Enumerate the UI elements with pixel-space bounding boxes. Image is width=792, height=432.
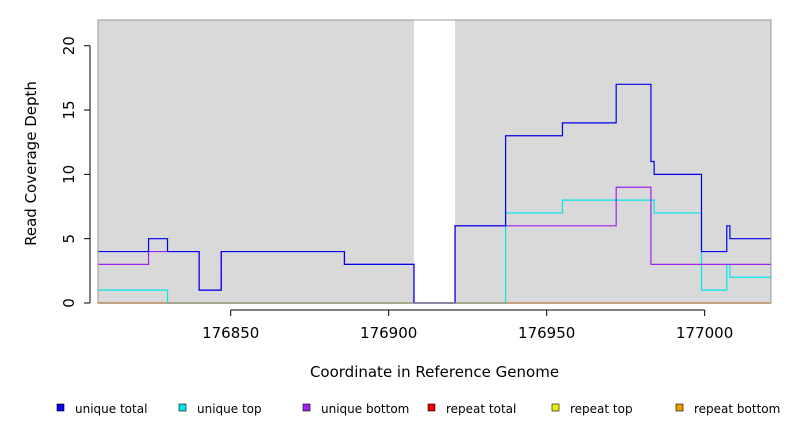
legend-swatch-repeat-bottom — [675, 403, 684, 412]
x-axis: 176850 176900 176950 177000 — [202, 309, 733, 342]
x-axis-title: Coordinate in Reference Genome — [310, 363, 559, 381]
x-tick-label: 176900 — [360, 324, 417, 342]
legend-swatch-unique-top — [178, 403, 187, 412]
shaded-regions — [98, 20, 771, 303]
y-tick-label: 20 — [60, 36, 78, 55]
legend-label-unique-total: unique total — [75, 402, 147, 416]
y-axis-title: Read Coverage Depth — [22, 81, 40, 246]
legend-label-repeat-bottom: repeat bottom — [694, 402, 780, 416]
series-line-unique-total — [98, 83, 771, 304]
y-tick-label: 5 — [60, 234, 78, 244]
y-axis: 0 5 10 15 20 — [60, 36, 91, 308]
x-tick-label: 177000 — [676, 324, 733, 342]
x-tick-label: 176950 — [518, 324, 575, 342]
legend-swatch-unique-bottom — [302, 403, 311, 412]
legend-swatch-repeat-top — [551, 403, 560, 412]
legend-label-repeat-total: repeat total — [446, 402, 516, 416]
y-tick-label: 15 — [60, 100, 78, 119]
legend-label-unique-top: unique top — [197, 402, 262, 416]
legend: unique total unique top unique bottom repea… — [56, 402, 780, 416]
shaded-region-2 — [455, 20, 771, 303]
legend-label-repeat-top: repeat top — [570, 402, 633, 416]
legend-swatch-unique-total — [56, 403, 65, 412]
plot-frame — [97, 19, 772, 304]
y-tick-label: 0 — [60, 298, 78, 308]
x-tick-label: 176850 — [202, 324, 259, 342]
shaded-region-1 — [98, 20, 414, 303]
legend-swatch-repeat-total — [427, 403, 436, 412]
legend-label-unique-bottom: unique bottom — [321, 402, 409, 416]
y-tick-label: 10 — [60, 165, 78, 184]
